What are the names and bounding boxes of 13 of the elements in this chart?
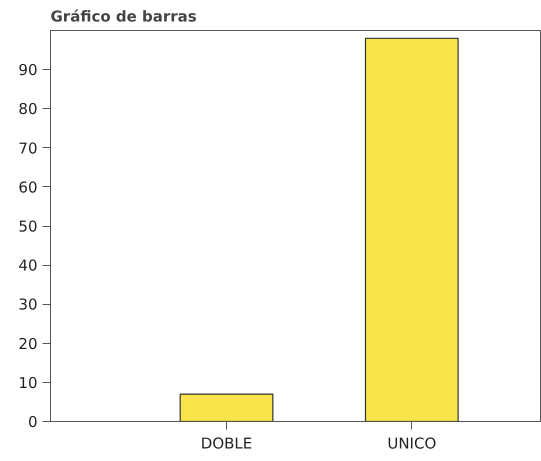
x-tick-label: UNICO bbox=[387, 434, 436, 452]
y-tick-label: 50 bbox=[18, 218, 38, 236]
y-tick-label: 80 bbox=[18, 100, 38, 118]
y-tick-label: 0 bbox=[28, 413, 38, 431]
y-tick-label: 20 bbox=[18, 334, 38, 353]
y-tick-label: 10 bbox=[18, 374, 38, 392]
y-tick-label: 30 bbox=[18, 296, 38, 314]
chart-title: Gráfico de barras bbox=[50, 8, 197, 26]
y-tick-label: 40 bbox=[18, 256, 38, 275]
y-tick-label: 90 bbox=[18, 61, 38, 80]
y-tick-label: 70 bbox=[18, 139, 38, 158]
y-tick-label: 60 bbox=[18, 178, 38, 196]
x-tick-label: DOBLE bbox=[200, 434, 252, 452]
